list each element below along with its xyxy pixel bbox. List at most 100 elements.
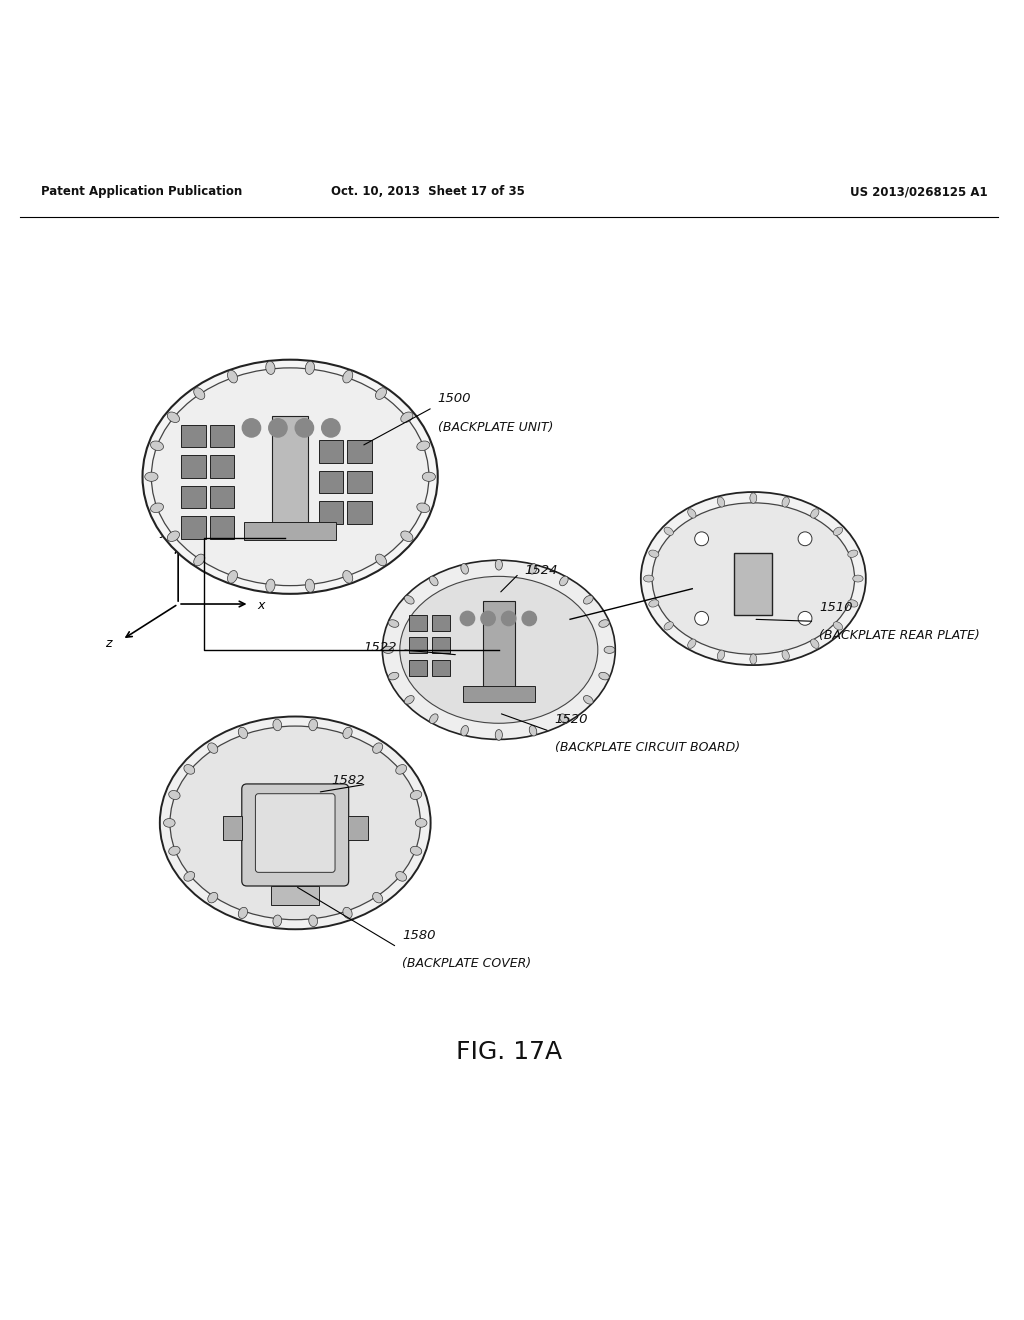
Circle shape <box>798 611 812 626</box>
Ellipse shape <box>399 577 598 723</box>
Ellipse shape <box>239 907 248 919</box>
Ellipse shape <box>848 599 858 607</box>
Text: Patent Application Publication: Patent Application Publication <box>41 185 242 198</box>
Ellipse shape <box>417 441 430 450</box>
Ellipse shape <box>411 791 422 800</box>
Ellipse shape <box>239 727 248 738</box>
Ellipse shape <box>164 818 175 828</box>
FancyBboxPatch shape <box>348 816 368 841</box>
Ellipse shape <box>388 672 398 680</box>
Ellipse shape <box>811 639 819 648</box>
Ellipse shape <box>266 362 275 375</box>
Text: Oct. 10, 2013  Sheet 17 of 35: Oct. 10, 2013 Sheet 17 of 35 <box>331 185 524 198</box>
Ellipse shape <box>404 595 414 605</box>
Ellipse shape <box>750 653 757 664</box>
Ellipse shape <box>411 846 422 855</box>
FancyBboxPatch shape <box>181 516 206 539</box>
Text: 1510: 1510 <box>819 601 853 614</box>
Ellipse shape <box>417 503 430 512</box>
FancyBboxPatch shape <box>432 638 450 653</box>
Ellipse shape <box>343 371 352 383</box>
Circle shape <box>295 418 313 437</box>
FancyBboxPatch shape <box>318 471 343 494</box>
Ellipse shape <box>461 726 468 737</box>
Ellipse shape <box>305 579 314 593</box>
Ellipse shape <box>167 531 179 541</box>
Ellipse shape <box>208 892 218 903</box>
Ellipse shape <box>404 696 414 704</box>
Circle shape <box>322 418 340 437</box>
Ellipse shape <box>848 550 858 557</box>
Ellipse shape <box>151 503 164 512</box>
Ellipse shape <box>343 727 352 738</box>
FancyBboxPatch shape <box>410 660 427 676</box>
Text: x: x <box>258 599 265 612</box>
Text: 1582: 1582 <box>331 774 365 787</box>
Ellipse shape <box>273 915 282 927</box>
FancyBboxPatch shape <box>222 816 242 841</box>
Text: (BACKPLATE UNIT): (BACKPLATE UNIT) <box>437 421 553 434</box>
Ellipse shape <box>529 726 537 737</box>
Circle shape <box>243 418 261 437</box>
Ellipse shape <box>388 619 398 627</box>
Text: 1524: 1524 <box>524 564 558 577</box>
Ellipse shape <box>395 764 407 775</box>
Ellipse shape <box>227 371 238 383</box>
Circle shape <box>522 611 537 626</box>
Text: 1522: 1522 <box>364 642 397 655</box>
Ellipse shape <box>376 554 386 566</box>
FancyBboxPatch shape <box>347 502 372 524</box>
Ellipse shape <box>664 527 674 536</box>
FancyBboxPatch shape <box>410 638 427 653</box>
Text: (BACKPLATE CIRCUIT BOARD): (BACKPLATE CIRCUIT BOARD) <box>555 742 740 755</box>
FancyBboxPatch shape <box>210 455 234 478</box>
FancyBboxPatch shape <box>181 425 206 447</box>
FancyBboxPatch shape <box>463 685 535 702</box>
Ellipse shape <box>649 599 658 607</box>
Text: 1520: 1520 <box>555 713 589 726</box>
FancyBboxPatch shape <box>734 553 772 615</box>
Circle shape <box>502 611 516 626</box>
Ellipse shape <box>718 496 725 507</box>
Ellipse shape <box>169 846 180 855</box>
FancyBboxPatch shape <box>318 440 343 462</box>
FancyBboxPatch shape <box>271 886 319 906</box>
Ellipse shape <box>144 473 158 482</box>
Circle shape <box>694 611 709 626</box>
Ellipse shape <box>559 714 568 723</box>
FancyBboxPatch shape <box>347 440 372 462</box>
Ellipse shape <box>584 696 593 704</box>
Ellipse shape <box>811 508 819 519</box>
FancyBboxPatch shape <box>410 615 427 631</box>
Ellipse shape <box>782 496 790 507</box>
Circle shape <box>694 532 709 545</box>
Ellipse shape <box>529 564 537 574</box>
Text: (BACKPLATE COVER): (BACKPLATE COVER) <box>402 957 531 970</box>
FancyBboxPatch shape <box>181 455 206 478</box>
FancyBboxPatch shape <box>210 486 234 508</box>
Ellipse shape <box>152 368 429 586</box>
FancyBboxPatch shape <box>271 416 308 537</box>
FancyBboxPatch shape <box>210 516 234 539</box>
Ellipse shape <box>373 743 383 754</box>
Ellipse shape <box>227 570 238 583</box>
Ellipse shape <box>309 719 317 731</box>
Ellipse shape <box>194 388 205 400</box>
Ellipse shape <box>664 622 674 630</box>
Ellipse shape <box>169 791 180 800</box>
Text: 1580: 1580 <box>402 929 435 942</box>
Ellipse shape <box>688 639 696 648</box>
Text: FIG. 17A: FIG. 17A <box>456 1040 562 1064</box>
Ellipse shape <box>496 730 503 741</box>
Ellipse shape <box>151 441 164 450</box>
Ellipse shape <box>599 672 609 680</box>
Ellipse shape <box>382 560 615 739</box>
Ellipse shape <box>643 576 654 582</box>
Ellipse shape <box>343 907 352 919</box>
Ellipse shape <box>170 726 421 920</box>
Ellipse shape <box>584 595 593 605</box>
Ellipse shape <box>208 743 218 754</box>
Ellipse shape <box>652 503 855 655</box>
Ellipse shape <box>400 531 413 541</box>
Ellipse shape <box>273 719 282 731</box>
